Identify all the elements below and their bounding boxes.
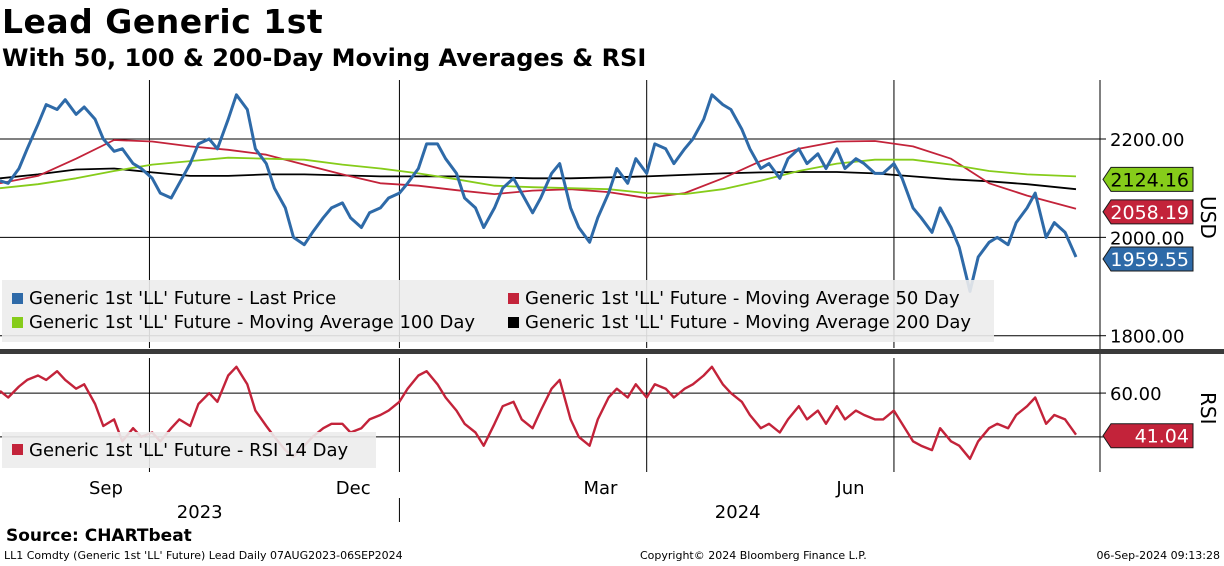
price-tick-label-2000: 2000.00 xyxy=(1110,228,1184,249)
series-line-ma200 xyxy=(0,167,1077,191)
tag-ma100-box xyxy=(1102,166,1194,192)
price-tick-label-2200: 2200.00 xyxy=(1110,130,1184,151)
rsi-legend-box xyxy=(2,432,376,468)
tag-ma100-value: 2124.16 xyxy=(1110,169,1189,191)
legend-label-ma100: Generic 1st 'LL' Future - Moving Average… xyxy=(29,312,475,333)
rsi-axis-title: RSI xyxy=(1196,392,1220,425)
footer-timestamp: 06-Sep-2024 09:13:28 xyxy=(1096,549,1220,562)
series-line-ma100 xyxy=(0,156,1077,195)
source-label: Source: CHARTbeat xyxy=(6,526,192,546)
x-month-label-dec: Dec xyxy=(336,478,371,499)
price-legend-box xyxy=(2,280,994,342)
price-tick-label-1800: 1800.00 xyxy=(1110,327,1184,348)
tag-rsi-value: 41.04 xyxy=(1135,426,1189,448)
tag-ma50-value: 2058.19 xyxy=(1110,202,1189,224)
tag-price-box xyxy=(1102,246,1194,272)
legend-label-price: Generic 1st 'LL' Future - Last Price xyxy=(29,288,336,309)
series-line-price xyxy=(0,93,1078,293)
panel-divider xyxy=(0,349,1224,354)
series-line-ma50 xyxy=(0,139,1077,210)
price-axis-title: USD xyxy=(1196,196,1220,239)
chart-title: Lead Generic 1st xyxy=(2,2,324,41)
x-month-label-sep: Sep xyxy=(89,478,123,499)
tag-ma50-box xyxy=(1102,199,1194,225)
x-month-label-jun: Jun xyxy=(835,478,864,499)
footer-ticker-info: LL1 Comdty (Generic 1st 'LL' Future) Lea… xyxy=(4,549,403,562)
x-year-label-2023: 2023 xyxy=(177,502,223,523)
legend-swatch-ma100 xyxy=(12,317,23,328)
tag-price-value: 1959.55 xyxy=(1110,249,1189,271)
legend-swatch-ma50 xyxy=(508,293,519,304)
tag-rsi-box xyxy=(1102,423,1194,449)
rsi-tick-label-60: 60.00 xyxy=(1110,384,1162,405)
chart-subtitle: With 50, 100 & 200-Day Moving Averages &… xyxy=(2,44,647,72)
legend-label-rsi: Generic 1st 'LL' Future - RSI 14 Day xyxy=(29,440,349,461)
series-line-rsi xyxy=(0,365,1077,460)
legend-swatch-price xyxy=(12,293,23,304)
legend-swatch-rsi xyxy=(12,444,23,455)
legend-label-ma200: Generic 1st 'LL' Future - Moving Average… xyxy=(525,312,971,333)
legend-swatch-ma200 xyxy=(508,317,519,328)
footer-copyright: Copyright© 2024 Bloomberg Finance L.P. xyxy=(640,549,867,562)
legend-label-ma50: Generic 1st 'LL' Future - Moving Average… xyxy=(525,288,960,309)
x-year-label-2024: 2024 xyxy=(715,502,761,523)
x-month-label-mar: Mar xyxy=(584,478,619,499)
